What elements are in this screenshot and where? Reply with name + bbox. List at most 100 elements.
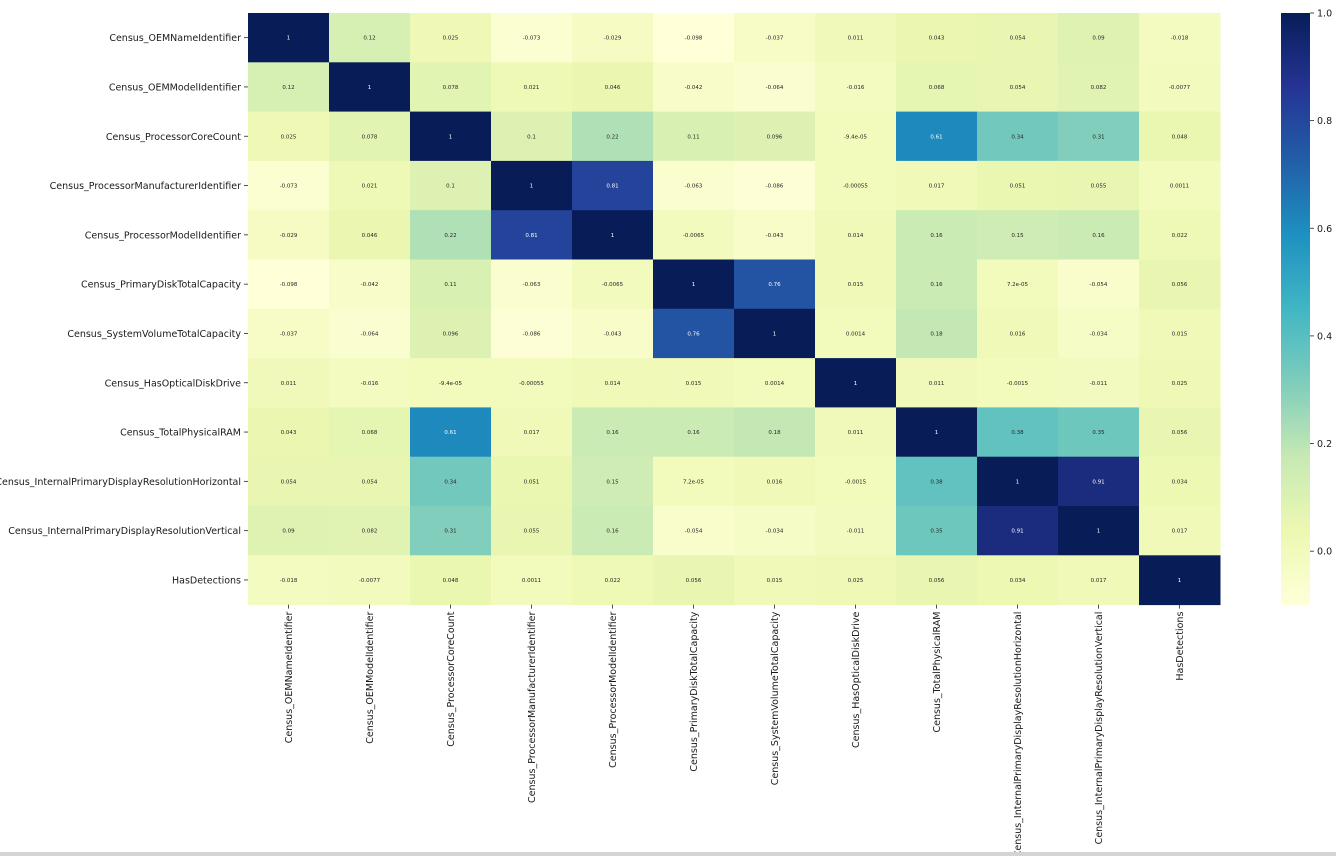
heatmap-cell: [653, 407, 735, 458]
cell-value-label: -0.098: [685, 36, 703, 42]
heatmap-cell: [815, 259, 897, 310]
heatmap-cell: [1058, 358, 1140, 408]
heatmap-cell: [1058, 111, 1140, 162]
cell-value-label: 0.048: [1172, 134, 1188, 140]
heatmap-cell: [248, 407, 330, 458]
heatmap-cell: [329, 555, 411, 606]
cell-value-label: -0.011: [847, 529, 865, 535]
colorbar-tick-label: 1.0: [1317, 9, 1332, 20]
cell-value-label: -9.4e-05: [844, 134, 868, 140]
cell-value-label: -0.064: [766, 85, 784, 91]
column-label: Census_InternalPrimaryDisplayResolutionV…: [1094, 612, 1105, 845]
heatmap-cell: [1058, 13, 1140, 63]
cell-value-label: 1: [611, 233, 615, 239]
cell-value-label: 0.021: [362, 184, 378, 190]
cell-value-label: 0.31: [1092, 134, 1104, 140]
cell-value-label: 0.034: [1010, 578, 1026, 584]
heatmap-cell: [329, 358, 411, 408]
cell-value-label: 0.054: [1010, 85, 1026, 91]
cell-value-label: 0.015: [767, 578, 783, 584]
heatmap-cell: [815, 555, 897, 606]
cell-value-label: 0.35: [1092, 430, 1105, 436]
heatmap-cell: [977, 160, 1059, 211]
cell-value-label: 0.09: [282, 529, 295, 535]
row-label: Census_SystemVolumeTotalCapacity: [67, 329, 241, 340]
cell-value-label: -0.0065: [602, 282, 624, 288]
cell-value-label: -0.00055: [843, 184, 868, 190]
cell-value-label: -0.0015: [1007, 381, 1029, 387]
cell-value-label: 0.22: [444, 233, 456, 239]
cell-value-label: 0.91: [1011, 529, 1023, 535]
heatmap-cell: [1139, 456, 1221, 507]
cell-value-label: 0.051: [524, 479, 540, 485]
cell-value-label: 0.18: [930, 331, 943, 337]
heatmap-cell: [410, 259, 492, 310]
cell-value-label: -0.0015: [845, 479, 867, 485]
cell-value-label: -0.034: [1090, 331, 1108, 337]
row-label: Census_ProcessorCoreCount: [106, 132, 241, 143]
heatmap-cell: [815, 62, 897, 113]
cell-value-label: 0.38: [1011, 430, 1024, 436]
heatmap-cell: [410, 62, 492, 113]
heatmap-cell: [491, 555, 573, 606]
cell-value-label: 0.096: [767, 134, 783, 140]
heatmap-cell: [653, 506, 735, 556]
heatmap-cell: [734, 506, 816, 556]
heatmap-cell: [977, 456, 1059, 507]
heatmap-cell: [815, 160, 897, 211]
row-labels: Census_OEMNameIdentifier Census_OEMModelI…: [0, 33, 248, 586]
cell-value-label: 0.011: [848, 430, 864, 436]
heatmap-cell: [410, 358, 492, 408]
cell-value-label: 0.025: [848, 578, 864, 584]
cell-value-label: 0.16: [1092, 233, 1105, 239]
cell-value-label: 0.0011: [522, 578, 541, 584]
cell-value-label: 0.055: [1091, 184, 1107, 190]
heatmap-cell: [977, 555, 1059, 606]
heatmap-cell: [1139, 555, 1221, 606]
heatmap-cell: [1139, 358, 1221, 408]
cell-value-label: 0.15: [1011, 233, 1024, 239]
heatmap-cell: [572, 407, 654, 458]
cell-value-label: 0.31: [444, 529, 456, 535]
cell-value-label: 0.068: [362, 430, 378, 436]
heatmap-cell: [572, 210, 654, 260]
heatmap-cell: [896, 358, 978, 408]
row-label: Census_ProcessorManufacturerIdentifier: [50, 181, 241, 192]
cell-value-label: -0.063: [685, 184, 703, 190]
cell-value-label: 0.16: [930, 282, 943, 288]
cell-value-label: -9.4e-05: [439, 381, 463, 387]
cell-value-label: 0.054: [281, 479, 297, 485]
cell-value-label: -0.054: [685, 529, 703, 535]
row-label: Census_TotalPhysicalRAM: [120, 428, 241, 439]
colorbar-tick-label: 0.4: [1317, 331, 1332, 342]
cell-value-label: 7.2e-05: [1007, 282, 1029, 288]
heatmap-cell: [815, 506, 897, 556]
heatmap-cell: [653, 13, 735, 63]
heatmap-cell: [977, 210, 1059, 260]
cell-value-label: -0.0077: [1169, 85, 1191, 91]
heatmap-cell: [1058, 62, 1140, 113]
heatmap-cell: [896, 62, 978, 113]
cell-value-label: 0.021: [524, 85, 540, 91]
row-label: Census_PrimaryDiskTotalCapacity: [81, 280, 241, 291]
cell-value-label: 0.76: [687, 331, 700, 337]
column-labels: Census_OEMNameIdentifier Census_OEMModelI…: [284, 604, 1186, 856]
cell-value-label: 0.91: [1092, 479, 1104, 485]
cell-value-label: 0.043: [281, 430, 297, 436]
cell-value-label: 0.34: [1011, 134, 1024, 140]
row-label: Census_OEMModelIdentifier: [109, 82, 241, 93]
heatmap-cell: [734, 456, 816, 507]
cell-value-label: -0.00055: [519, 381, 544, 387]
cell-value-label: 0.055: [524, 529, 540, 535]
heatmap-cell: [410, 160, 492, 211]
heatmap-cell: [896, 160, 978, 211]
heatmap-cell: [572, 358, 654, 408]
heatmap-cell: [1058, 407, 1140, 458]
cell-value-label: -0.0077: [359, 578, 381, 584]
cell-value-label: 0.048: [443, 578, 459, 584]
cell-value-label: 0.046: [605, 85, 621, 91]
cell-value-label: -0.042: [685, 85, 703, 91]
heatmap-cell: [329, 210, 411, 260]
heatmap-cell: [896, 456, 978, 507]
heatmap-cell: [248, 358, 330, 408]
